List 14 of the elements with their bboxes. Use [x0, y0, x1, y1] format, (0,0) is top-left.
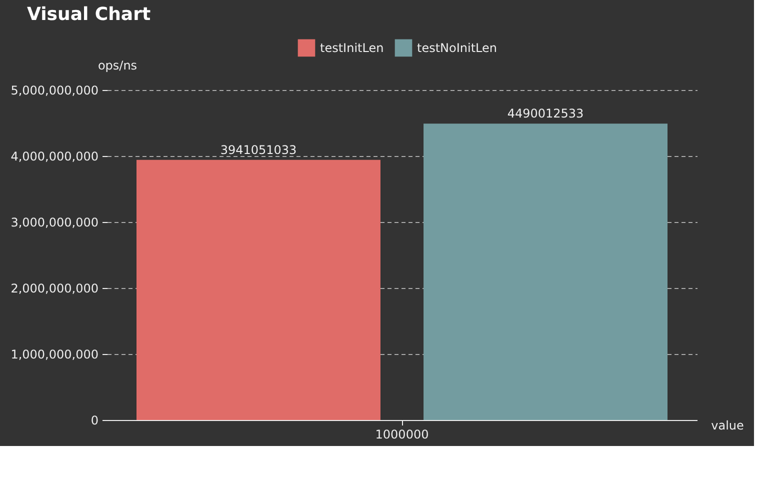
y-tick-label: 5,000,000,000 [10, 84, 98, 98]
y-axis-title: ops/ns [98, 58, 138, 72]
data-label: 4490012533 [507, 106, 584, 121]
legend-label: testInitLen [320, 40, 384, 55]
data-label: 3941051033 [220, 142, 297, 157]
x-tick-label: 1000000 [375, 428, 429, 442]
y-tick-label: 4,000,000,000 [10, 150, 98, 164]
y-tick-label: 2,000,000,000 [10, 282, 98, 296]
y-tick-label: 0 [90, 414, 98, 428]
y-tick-label: 1,000,000,000 [10, 348, 98, 362]
legend-label: testNoInitLen [417, 40, 498, 55]
y-tick-label: 3,000,000,000 [10, 216, 98, 230]
chart-title: Visual Chart [27, 4, 151, 25]
x-axis-title: value [711, 418, 744, 432]
